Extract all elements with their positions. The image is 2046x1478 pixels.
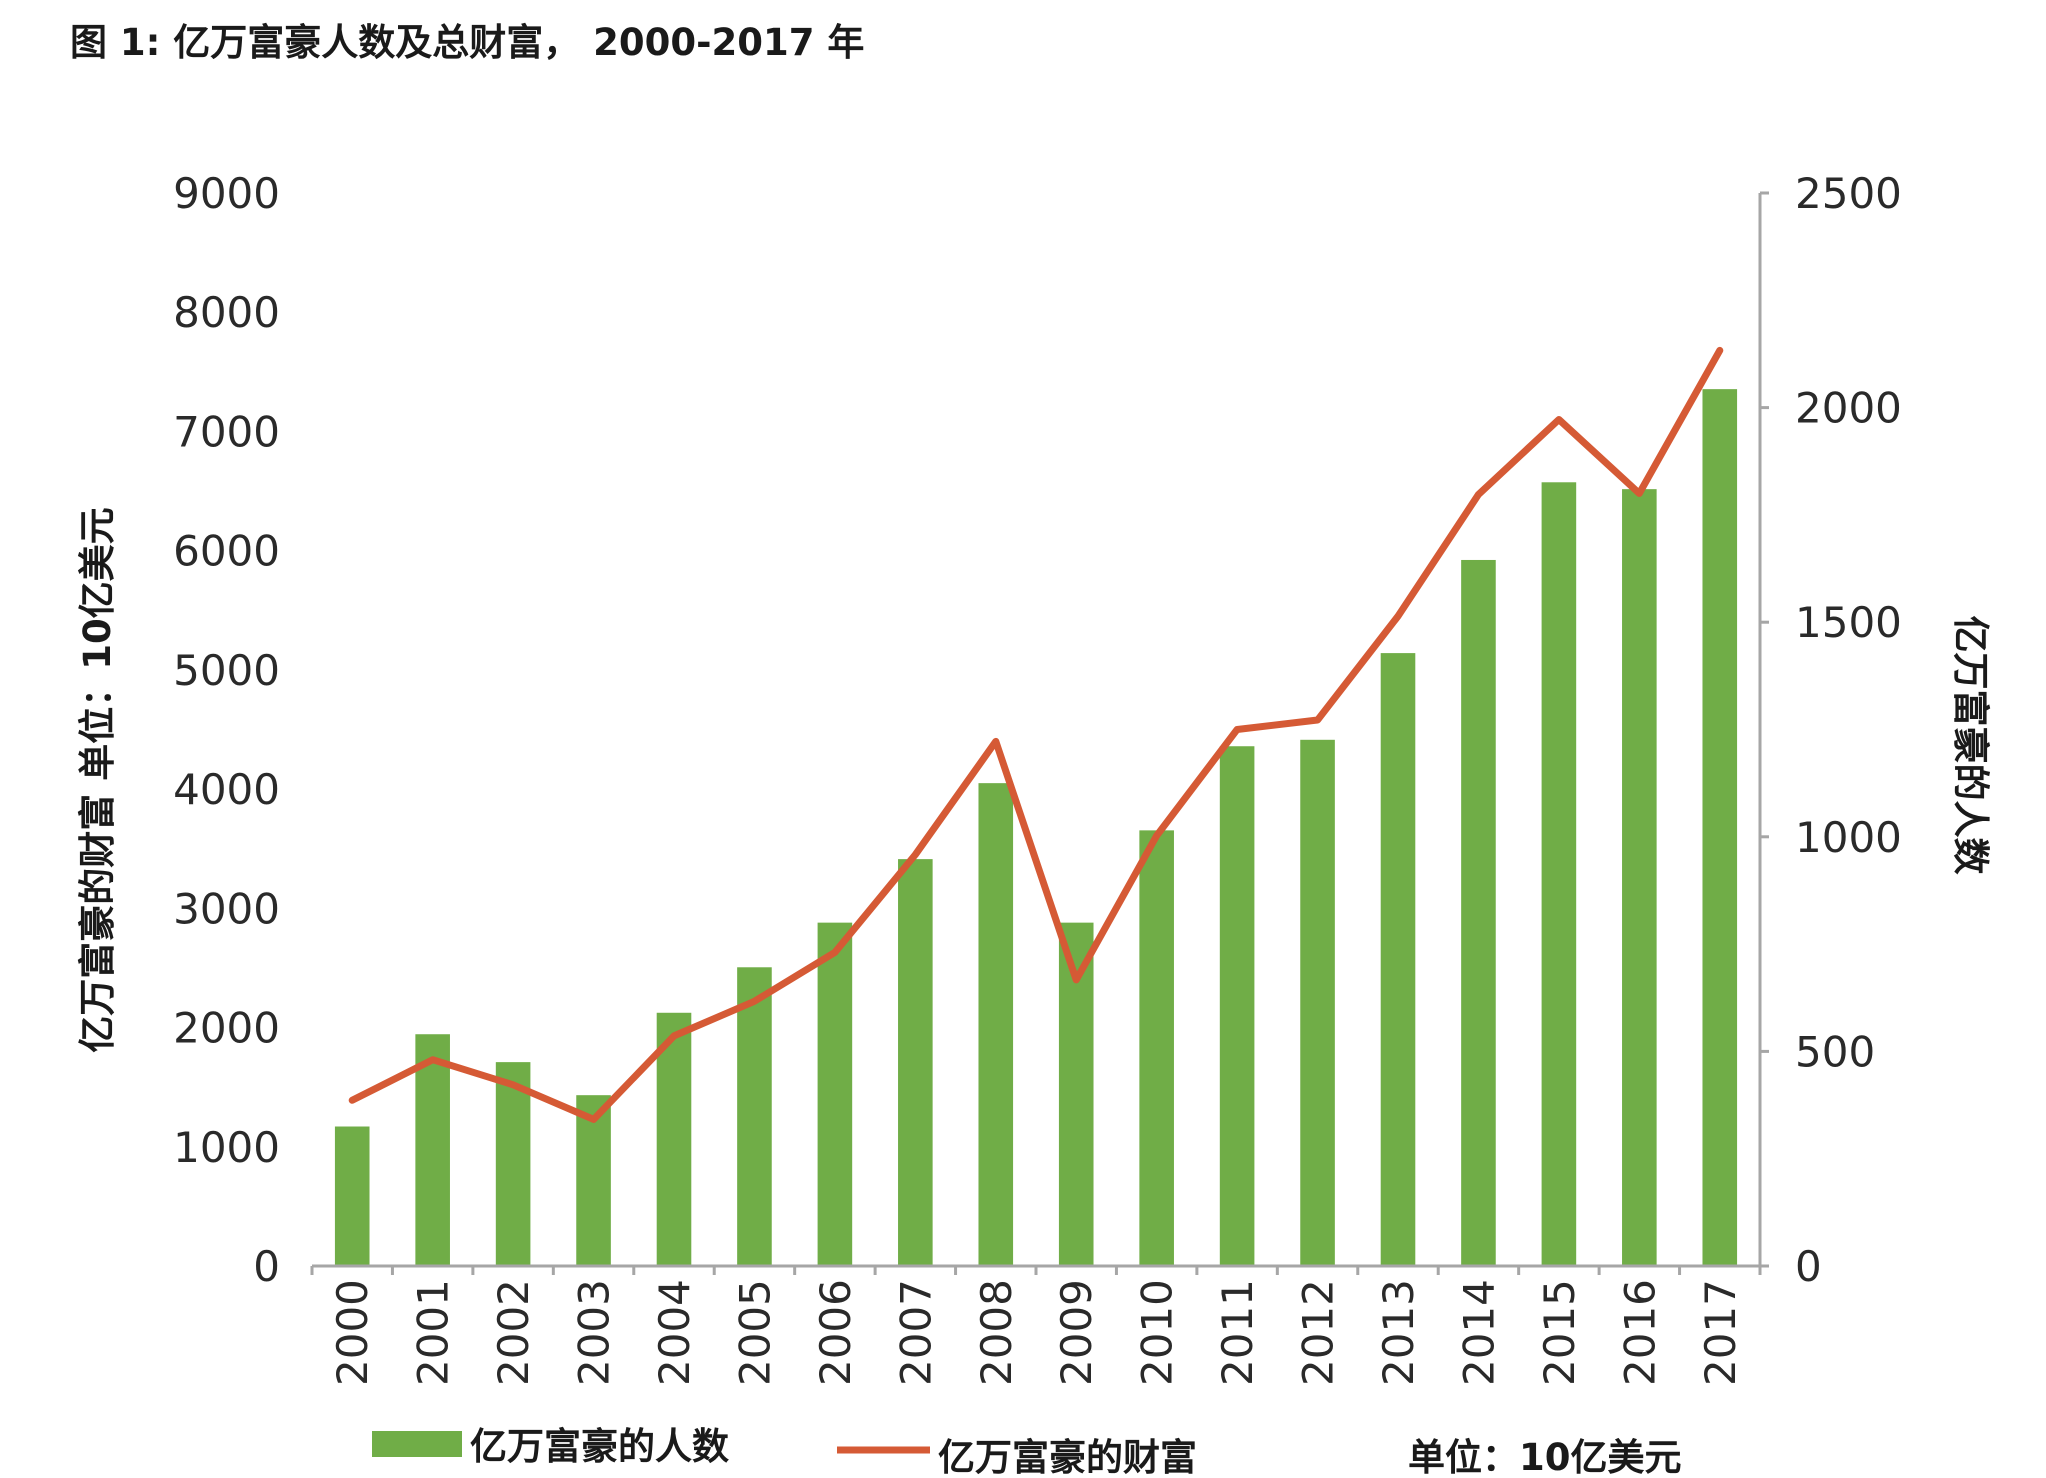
x-tick-label: 2016 [1615,1279,1664,1386]
left-y-tick-label: 2000 [173,1004,280,1053]
x-tick-label: 2013 [1374,1279,1423,1386]
x-tick-label: 2017 [1696,1279,1745,1386]
bar-2015 [1541,482,1577,1267]
right-y-tick-label: 2500 [1795,169,1902,218]
legend-bar-swatch [372,1431,462,1457]
left-y-tick-label: 7000 [173,407,280,456]
left-y-tick-label: 9000 [173,169,280,218]
left-y-tick-label: 6000 [173,527,280,576]
bar-2006 [817,922,853,1266]
x-tick-label: 2010 [1133,1279,1182,1386]
left-y-tick-labels: 0 1000 2000 3000 4000 5000 6000 7000 8000 9000 [173,169,280,1291]
x-tick-label: 2014 [1454,1279,1503,1386]
legend-bar-label: 亿万富豪的人数 [470,1425,729,1468]
bar-2002 [495,1062,531,1266]
bar-2017 [1702,389,1738,1266]
bar-2014 [1461,559,1496,1266]
x-tick-label: 2001 [409,1279,458,1386]
bar-2010 [1139,830,1174,1266]
x-tick-label: 2006 [811,1279,860,1386]
left-axis-title: 亿万富豪的财富 单位：10亿美元 [76,507,119,1052]
bar-2016 [1622,489,1657,1266]
x-tick-label: 2012 [1294,1279,1343,1386]
right-y-tick-label: 0 [1795,1242,1822,1291]
left-y-tick-label: 3000 [173,884,280,933]
left-y-tick-label: 4000 [173,765,280,814]
left-y-tick-label: 5000 [173,646,280,695]
right-y-tick-label: 1500 [1795,598,1902,647]
bar-2012 [1300,739,1335,1266]
left-y-tick-label: 1000 [173,1123,280,1172]
right-y-tick-label: 500 [1795,1027,1875,1076]
x-tick-label: 2015 [1535,1279,1584,1386]
bar-2007 [898,859,933,1266]
line-series [348,346,1724,1123]
legend-unit-note: 单位：10亿美元 [1408,1436,1682,1478]
x-tick-label: 2008 [972,1279,1021,1386]
axes [310,191,1769,1275]
bar-2005 [737,967,772,1266]
x-tick-label: 2011 [1213,1279,1262,1386]
bar-2008 [978,783,1014,1266]
chart-title: 图 1: 亿万富豪人数及总财富， 2000-2017 年 [70,21,865,64]
x-tick-label: 2004 [650,1279,699,1386]
wealth-line [348,346,1724,1123]
right-axis-title: 亿万富豪的人数 [1949,616,1992,875]
x-tick-labels: 2000 2001 2002 2003 2004 2005 2006 2007 2008 2009… [328,1279,1745,1386]
right-y-tick-label: 2000 [1795,384,1902,433]
legend: 亿万富豪的人数 亿万富豪的财富 单位：10亿美元 [372,1425,1682,1478]
bar-2000 [334,1126,370,1266]
bar-2011 [1219,746,1255,1266]
x-tick-label: 2003 [570,1279,619,1386]
legend-line-label: 亿万富豪的财富 [938,1436,1197,1478]
bar-2001 [415,1034,450,1266]
bar-2004 [656,1012,692,1266]
right-y-tick-label: 1000 [1795,813,1902,862]
x-tick-label: 2005 [730,1279,779,1386]
bar-2003 [576,1095,611,1266]
x-tick-label: 2007 [891,1279,940,1386]
right-y-tick-labels: 0 500 1000 1500 2000 2500 [1795,169,1902,1291]
x-tick-label: 2002 [489,1279,538,1386]
bar-series [334,389,1738,1267]
bar-2013 [1380,653,1416,1266]
left-y-tick-label: 0 [253,1242,280,1291]
left-y-tick-label: 8000 [173,288,280,337]
x-tick-label: 2000 [328,1279,377,1386]
x-tick-label: 2009 [1052,1279,1101,1386]
